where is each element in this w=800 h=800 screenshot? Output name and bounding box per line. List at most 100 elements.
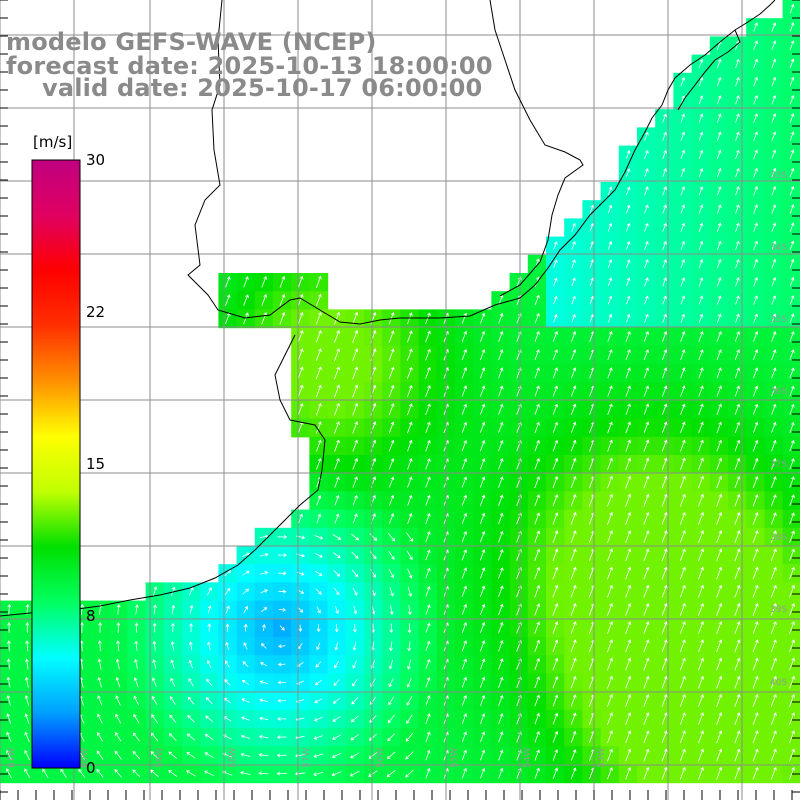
wind-arrow: [570, 385, 577, 397]
lat-label: 39S: [770, 605, 788, 615]
wind-arrow: [625, 548, 632, 562]
wind-arrow: [698, 58, 704, 69]
wind-arrow: [753, 22, 758, 32]
wind-arrow: [534, 749, 540, 761]
wind-arrow: [387, 532, 396, 542]
wind-arrow: [734, 602, 741, 616]
wind-arrow: [789, 131, 795, 142]
wind-arrow: [698, 657, 704, 671]
wind-arrow: [625, 584, 632, 598]
wind-arrow: [387, 733, 396, 742]
wind-arrow: [388, 678, 394, 688]
wind-arrow: [297, 275, 304, 288]
wind-arrow: [334, 384, 340, 398]
wind-arrow: [114, 750, 122, 760]
wind-arrow: [115, 658, 120, 670]
wind-arrow: [297, 366, 304, 380]
wind-cell: [236, 600, 256, 620]
wind-arrow: [643, 584, 650, 598]
wind-arrow: [735, 277, 740, 287]
wind-arrow: [771, 40, 777, 51]
wind-arrow: [789, 458, 795, 470]
wind-arrow: [115, 695, 121, 706]
wind-arrow: [698, 95, 704, 105]
wind-arrow: [789, 693, 795, 707]
wind-arrow: [7, 603, 12, 615]
wind-arrow: [534, 584, 541, 598]
wind-arrow: [276, 771, 287, 776]
wind-arrow: [534, 421, 540, 434]
wind-arrow: [350, 734, 359, 741]
wind-arrow: [679, 530, 686, 544]
wind-arrow: [552, 712, 559, 725]
wind-arrow: [534, 603, 541, 616]
lat-label: 38S: [770, 533, 788, 543]
wind-cell: [236, 564, 256, 583]
wind-arrow: [698, 204, 704, 214]
wind-arrow: [570, 548, 577, 562]
wind-arrow: [116, 622, 121, 634]
wind-arrow: [97, 695, 103, 706]
wind-arrow: [698, 675, 704, 689]
wind-arrow: [771, 457, 777, 470]
wind-arrow: [534, 385, 540, 397]
wind-arrow: [552, 439, 559, 452]
wind-arrow: [770, 621, 777, 635]
wind-arrow: [571, 349, 577, 361]
wind-arrow: [425, 512, 431, 524]
wind-arrow: [680, 439, 686, 452]
wind-arrow: [353, 605, 358, 615]
wind-arrow: [716, 367, 722, 379]
wind-arrow: [277, 698, 287, 703]
wind-arrow: [552, 403, 559, 415]
wind-arrow: [425, 458, 431, 470]
wind-arrow: [680, 330, 686, 342]
wind-cell: [400, 728, 420, 747]
wind-arrow: [661, 439, 668, 452]
wind-arrow: [661, 712, 668, 726]
wind-arrow: [387, 714, 395, 724]
wind-arrow: [188, 678, 194, 687]
wind-cell: [382, 709, 401, 729]
wind-cell: [327, 655, 347, 674]
wind-arrow: [753, 258, 758, 269]
wind-arrow: [679, 712, 686, 726]
wind-arrow: [789, 476, 795, 488]
wind-arrow: [6, 713, 12, 724]
wind-arrow: [625, 602, 632, 616]
wind-arrow: [333, 570, 341, 577]
wind-arrow: [498, 694, 504, 707]
wind-arrow: [680, 149, 686, 160]
wind-arrow: [607, 748, 613, 762]
wind-arrow: [461, 695, 467, 706]
wind-arrow: [680, 349, 686, 361]
wind-cell: [364, 728, 383, 747]
lon-label: 60W: [80, 747, 90, 768]
wind-arrow: [716, 584, 723, 598]
wind-arrow: [425, 658, 431, 670]
wind-arrow: [335, 605, 340, 614]
wind-arrow: [679, 566, 686, 580]
wind-arrow: [204, 770, 214, 777]
wind-arrow: [752, 476, 759, 489]
wind-arrow: [680, 385, 686, 397]
wind-arrow: [349, 770, 360, 777]
wind-arrow: [661, 548, 668, 562]
wind-cell: [400, 746, 420, 765]
lon-label: 61W: [7, 747, 17, 768]
wind-arrow: [534, 639, 540, 652]
wind-arrow: [607, 330, 613, 342]
wind-arrow: [698, 511, 704, 525]
wind-arrow: [679, 639, 686, 653]
wind-arrow: [698, 457, 704, 471]
wind-arrow: [406, 696, 413, 706]
wind-arrow: [643, 693, 650, 707]
lon-label: 59W: [155, 747, 165, 768]
wind-arrow: [789, 730, 795, 744]
wind-arrow: [771, 186, 777, 196]
wind-arrow: [789, 548, 795, 562]
wind-arrow: [643, 457, 650, 471]
wind-arrow: [461, 330, 468, 343]
wind-arrow: [752, 657, 759, 671]
wind-arrow: [716, 766, 723, 780]
